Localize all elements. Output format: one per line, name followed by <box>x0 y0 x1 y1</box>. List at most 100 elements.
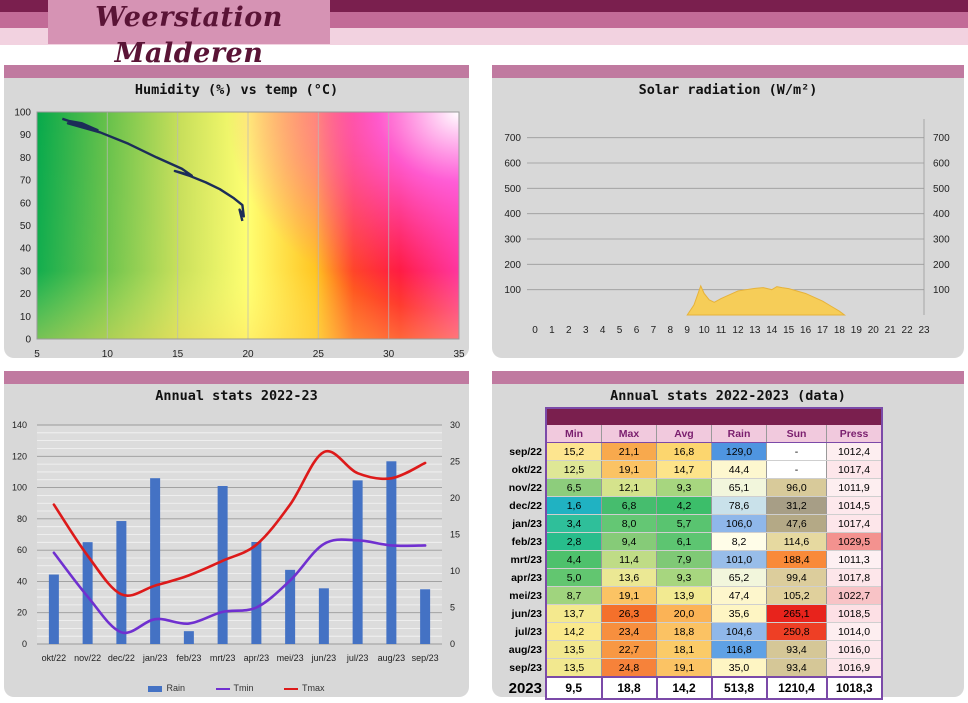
table-cell: 116,8 <box>711 640 767 659</box>
table-cell: 35,6 <box>711 604 767 623</box>
rain-bar <box>116 521 127 644</box>
legend-swatch-rain <box>148 685 163 692</box>
legend-label-rain: Rain <box>166 683 185 693</box>
y-tick-label-left: 20 <box>17 608 27 618</box>
annual-chart-panel: Annual stats 2022-23 0 20 40 60 80 100 120 140 0… <box>4 371 469 697</box>
table-cell: 12,1 <box>601 478 657 497</box>
table-total-row: 2023 9,5 18,8 14,2 513,8 1210,4 1018,3 <box>504 676 883 700</box>
table-cell: - <box>766 460 827 479</box>
table-cell: 8,7 <box>545 586 602 605</box>
table-cell: 14,2 <box>545 622 602 641</box>
x-tick-label: 8 <box>668 325 674 336</box>
x-tick-label: jun/23 <box>311 653 337 663</box>
x-tick-label: 7 <box>651 325 657 336</box>
x-tick-label: 25 <box>313 349 325 358</box>
panel-bar <box>4 371 469 384</box>
x-tick-label: 18 <box>834 325 846 336</box>
x-tick-label: mei/23 <box>277 653 304 663</box>
x-tick-label: aug/23 <box>378 653 406 663</box>
column-header-sun: Sun <box>766 425 827 443</box>
table-cell: 2,8 <box>545 532 602 551</box>
y-tick-label-left: 300 <box>504 235 521 246</box>
x-tick-label: 12 <box>732 325 744 336</box>
table-cell: 19,1 <box>656 658 712 678</box>
column-header-max: Max <box>601 425 657 443</box>
rain-bar <box>48 574 59 644</box>
humidity-chart: 5 10 15 20 25 30 35 0 10 20 30 40 50 60 70 80 90 100 <box>14 108 465 359</box>
table-cell: 1017,4 <box>826 460 883 479</box>
table-cell: 104,6 <box>711 622 767 641</box>
table-cell: 265,1 <box>766 604 827 623</box>
x-tick-label: jan/23 <box>142 653 168 663</box>
table-cell: 6,5 <box>545 478 602 497</box>
table-cell: 20,0 <box>656 604 712 623</box>
y-tick-label-left: 140 <box>12 420 27 430</box>
table-row: sep/23 13,5 24,8 19,1 35,0 93,4 1016,9 <box>504 658 883 678</box>
y-tick-label-right: 300 <box>933 235 950 246</box>
table-cell: 129,0 <box>711 442 767 461</box>
rain-bar <box>82 542 93 644</box>
y-tick-label-right: 600 <box>933 159 950 170</box>
x-tick-label: 16 <box>800 325 812 336</box>
total-cell: 9,5 <box>545 676 603 700</box>
table-cell: 8,2 <box>711 532 767 551</box>
y-tick-label-right: 10 <box>450 566 460 576</box>
table-cell: 18,1 <box>656 640 712 659</box>
table-cell: 9,4 <box>601 532 657 551</box>
table-cell: 47,4 <box>711 586 767 605</box>
row-month-label: jan/23 <box>512 517 542 530</box>
table-cell: 1011,3 <box>826 550 883 569</box>
x-tick-label: 14 <box>766 325 778 336</box>
table-cell: 250,8 <box>766 622 827 641</box>
y-tick-label: 100 <box>14 108 31 119</box>
table-cell: 9,3 <box>656 478 712 497</box>
table-cell: 1018,5 <box>826 604 883 623</box>
x-tick-label: 21 <box>885 325 897 336</box>
y-tick-label: 90 <box>20 130 32 141</box>
column-header-press: Press <box>826 425 883 443</box>
table-cell: 23,4 <box>601 622 657 641</box>
table-cell: 105,2 <box>766 586 827 605</box>
table-cell: 13,7 <box>545 604 602 623</box>
annual-table-panel: Annual stats 2022-2023 (data) Min Max Avg R… <box>492 371 964 700</box>
annual-chart: 0 20 40 60 80 100 120 140 0 5 10 15 20 25 30 okt/22 nov/… <box>12 420 460 663</box>
total-cell: 18,8 <box>600 676 658 700</box>
x-tick-label: 5 <box>617 325 623 336</box>
y-tick-label: 30 <box>20 266 32 277</box>
y-tick-label-right: 30 <box>450 420 460 430</box>
y-tick-label-left: 100 <box>12 483 27 493</box>
site-title[interactable]: Weerstation Malderen <box>48 0 330 69</box>
table-cell: 1014,0 <box>826 622 883 641</box>
y-tick-label: 20 <box>20 289 32 300</box>
rain-bar <box>386 461 397 644</box>
row-month-label: dec/22 <box>509 499 542 512</box>
table-row: mei/23 8,7 19,1 13,9 47,4 105,2 1022,7 <box>504 586 883 605</box>
x-tick-label: 10 <box>699 325 711 336</box>
table-row: jan/23 3,4 8,0 5,7 106,0 47,6 1017,4 <box>504 514 883 533</box>
y-tick-label-right: 400 <box>933 209 950 220</box>
x-tick-label: apr/23 <box>244 653 270 663</box>
table-cell: 1016,0 <box>826 640 883 659</box>
y-tick-label-right: 200 <box>933 260 950 271</box>
table-cell: 1017,8 <box>826 568 883 587</box>
tmax-line <box>52 449 427 597</box>
y-tick-label-left: 40 <box>17 576 27 586</box>
x-tick-label: 20 <box>868 325 880 336</box>
row-month-label: sep/23 <box>509 661 542 674</box>
table-cell: 47,6 <box>766 514 827 533</box>
x-tick-label: jul/23 <box>346 653 369 663</box>
table-cell: 1011,9 <box>826 478 883 497</box>
table-cell: 13,5 <box>545 658 602 678</box>
solar-panel: Solar radiation (W/m²) 100 100 200 200 300 30… <box>492 65 964 358</box>
chart-legend: Rain Tmin Tmax <box>4 683 469 693</box>
table-cell: 6,8 <box>601 496 657 515</box>
table-cell: 96,0 <box>766 478 827 497</box>
y-tick-label-left: 60 <box>17 545 27 555</box>
rain-bar <box>251 542 262 644</box>
legend-label-tmax: Tmax <box>302 683 325 693</box>
x-tick-label: 15 <box>172 349 184 358</box>
x-tick-label: feb/23 <box>176 653 201 663</box>
humidity-panel: Humidity (%) vs temp (°C) <box>4 65 469 358</box>
table-cell: 21,1 <box>601 442 657 461</box>
x-tick-label: 17 <box>817 325 829 336</box>
